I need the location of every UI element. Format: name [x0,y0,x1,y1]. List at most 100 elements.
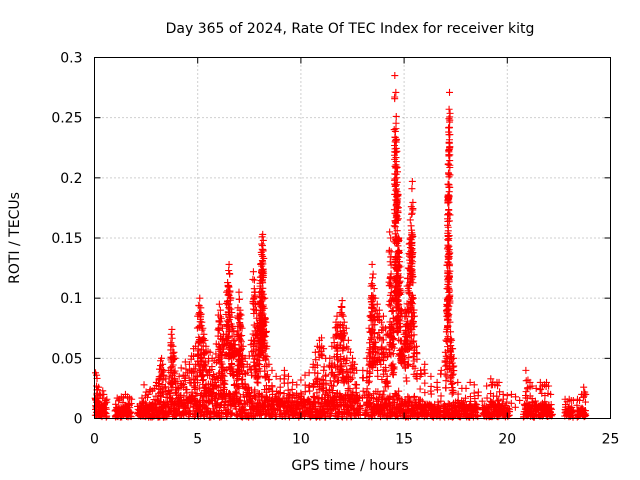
data-point [408,177,416,185]
data-point [168,363,176,371]
data-point [167,341,175,349]
data-point [259,310,267,318]
data-point [276,383,284,391]
x-tick-label: 5 [193,432,202,448]
data-point [369,270,377,278]
data-point [448,336,456,344]
data-point [181,358,189,366]
data-point [338,303,346,311]
data-point [407,203,415,211]
data-point [249,268,257,276]
data-point [494,397,502,405]
data-point [237,311,245,319]
data-point [251,394,259,402]
data-point [254,360,262,368]
data-point [368,394,376,402]
data-point [346,348,354,356]
data-point [227,313,235,321]
data-point [293,398,301,406]
data-point [201,360,209,368]
y-tick-label: 0.2 [60,171,82,187]
data-point [316,380,324,388]
y-tick-label: 0 [74,412,83,428]
data-point [189,352,197,360]
data-point [446,151,454,159]
data-point [259,301,267,309]
data-point [240,363,248,371]
data-point [355,408,363,416]
data-point [420,366,428,374]
data-point [321,389,329,397]
data-point [265,360,273,368]
data-point [284,386,292,394]
x-tick-label: 10 [292,432,310,448]
data-point [253,374,261,382]
data-point [348,374,356,382]
data-point [206,371,214,379]
data-point [235,384,243,392]
data-point [329,382,337,390]
data-point [217,315,225,323]
data-point [127,408,135,416]
data-points [91,72,590,421]
data-point [225,260,233,268]
data-point [402,374,410,382]
data-point [202,342,210,350]
data-point [103,398,111,406]
data-point [250,276,258,284]
data-point [251,293,259,301]
data-point [333,378,341,386]
data-point [445,105,453,113]
data-point [305,382,313,390]
data-point [218,336,226,344]
data-point [123,404,131,412]
data-point [301,388,309,396]
data-point [260,332,268,340]
data-point [194,379,202,387]
data-point [351,360,359,368]
data-point [198,318,206,326]
data-point [522,377,530,385]
data-point [115,397,123,405]
x-tick-label: 0 [90,432,99,448]
data-point [269,390,277,398]
data-point [344,336,352,344]
data-point [168,394,176,402]
data-point [216,313,224,321]
data-point [376,390,384,398]
data-point [327,362,335,370]
data-point [289,378,297,386]
data-point [288,385,296,393]
data-point [259,246,267,254]
chart-title: Day 365 of 2024, Rate Of TEC Index for r… [166,21,535,37]
data-point [226,364,234,372]
data-point [259,284,267,292]
data-point [220,385,228,393]
data-point [228,309,236,317]
data-point [406,396,414,404]
data-point [221,377,229,385]
data-point [259,295,267,303]
data-point [285,372,293,380]
data-point [171,354,179,362]
data-point [248,386,256,394]
data-point [326,354,334,362]
data-point [280,390,288,398]
data-point [444,160,452,168]
data-point [281,371,289,379]
data-point [170,400,178,408]
data-point [326,386,334,394]
data-point [268,397,276,405]
data-point [318,352,326,360]
data-point [263,342,271,350]
data-point [368,260,376,268]
data-point [262,356,270,364]
data-point [237,338,245,346]
data-point [380,387,388,395]
data-point [342,324,350,332]
data-point [260,254,268,262]
data-point [392,88,400,96]
data-point [225,266,233,274]
data-point [262,327,270,335]
data-point [263,371,271,379]
